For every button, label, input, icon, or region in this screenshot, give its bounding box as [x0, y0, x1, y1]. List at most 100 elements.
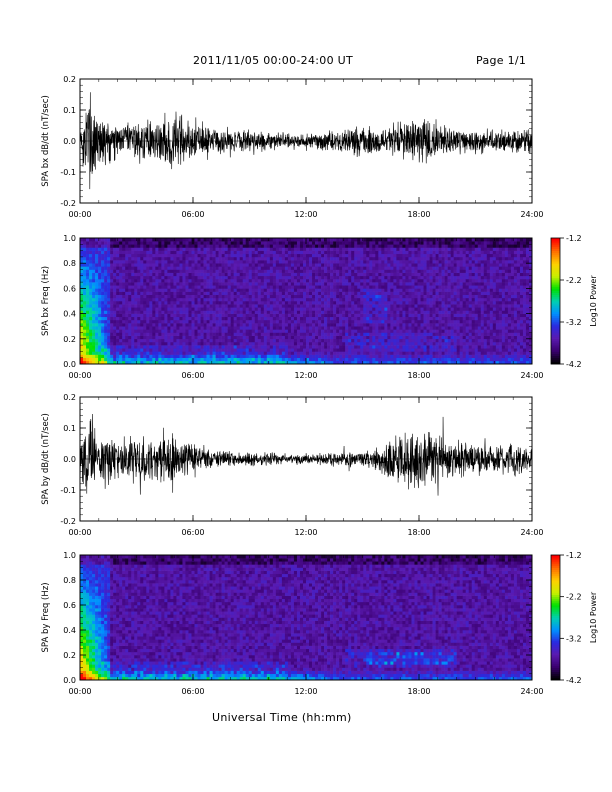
heat-cell [242, 360, 247, 365]
heat-cell [152, 278, 156, 283]
heat-cell [435, 360, 439, 365]
heat-cell [266, 247, 271, 251]
heat-cell [137, 282, 141, 286]
heat-cell [224, 285, 228, 289]
heat-cell [312, 244, 316, 248]
heat-cell [185, 272, 189, 277]
heat-cell [254, 348, 259, 352]
heat-cell [432, 294, 436, 299]
heat-cell [98, 247, 102, 251]
heat-cell [399, 282, 403, 286]
heat-cell [149, 285, 153, 289]
heat-cell [348, 341, 352, 346]
heat-cell [327, 348, 331, 352]
heat-cell [402, 285, 406, 289]
heat-cell [161, 326, 165, 330]
heat-cell [110, 357, 114, 362]
heat-cell [125, 313, 129, 318]
heat-cell [281, 307, 286, 311]
heat-cell [119, 241, 123, 245]
heat-cell [324, 326, 328, 330]
heat-cell [86, 323, 90, 327]
heat-cell [312, 310, 316, 314]
heat-cell [324, 354, 328, 358]
heat-cell [375, 341, 379, 346]
heat-cell [197, 263, 201, 267]
heat-cell [212, 272, 216, 277]
heat-cell [233, 247, 237, 251]
heat-cell [149, 332, 153, 336]
heat-cell [260, 345, 265, 349]
heat-cell [384, 326, 388, 330]
heat-cell [333, 244, 337, 248]
heat-cell [348, 323, 352, 327]
heat-cell [339, 338, 343, 343]
heat-cell [372, 307, 376, 311]
heat-cell [245, 307, 250, 311]
heat-cell [119, 260, 123, 264]
heat-cell [348, 348, 352, 352]
heat-cell [405, 341, 409, 346]
heat-cell [137, 319, 141, 324]
heat-cell [101, 360, 105, 365]
heat-cell [143, 238, 147, 242]
heat-cell [348, 291, 352, 295]
heat-cell [299, 260, 304, 264]
heat-cell [302, 310, 307, 314]
heat-cell [299, 338, 304, 343]
heat-cell [185, 357, 189, 362]
heat-cell [417, 244, 421, 248]
heat-cell [302, 244, 307, 248]
heat-cell [420, 269, 424, 273]
heat-cell [426, 263, 430, 267]
heat-cell [236, 266, 240, 270]
heat-cell [423, 247, 427, 251]
heat-cell [290, 338, 295, 343]
heat-cell [215, 341, 219, 346]
heat-cell [140, 323, 144, 327]
heat-cell [369, 301, 373, 305]
heat-cell [221, 301, 225, 305]
heat-cell [257, 291, 262, 295]
heat-cell [254, 351, 259, 355]
heat-cell [239, 335, 244, 340]
heat-cell [260, 326, 265, 330]
heat-cell [342, 282, 346, 286]
heat-cell [278, 256, 283, 261]
heat-cell [257, 332, 262, 336]
heat-cell [182, 313, 186, 318]
heat-cell [98, 316, 102, 321]
heat-cell [342, 341, 346, 346]
heat-cell [390, 294, 394, 299]
heat-cell [134, 282, 138, 286]
heat-cell [330, 282, 334, 286]
heat-cell [197, 326, 201, 330]
heat-cell [212, 250, 216, 255]
heat-cell [408, 360, 412, 365]
heat-cell [342, 263, 346, 267]
heat-cell [209, 341, 213, 346]
heat-cell [212, 310, 216, 314]
heat-cell [86, 351, 90, 355]
heat-cell [152, 332, 156, 336]
heat-cell [233, 338, 237, 343]
heat-cell [287, 332, 292, 336]
heat-cell [263, 357, 268, 362]
heat-cell [327, 260, 331, 264]
heat-cell [402, 326, 406, 330]
heat-cell [248, 291, 253, 295]
heat-cell [378, 272, 382, 277]
heat-cell [86, 348, 90, 352]
heat-cell [411, 260, 415, 264]
heat-cell [161, 335, 165, 340]
heat-cell [245, 266, 250, 270]
heat-cell [363, 323, 367, 327]
heat-cell [351, 313, 355, 318]
heat-cell [266, 260, 271, 264]
heat-cell [92, 247, 96, 251]
heat-cell [236, 275, 240, 280]
heat-cell [345, 241, 349, 245]
heat-cell [239, 294, 244, 299]
heat-cell [149, 360, 153, 365]
heat-cell [182, 278, 186, 283]
